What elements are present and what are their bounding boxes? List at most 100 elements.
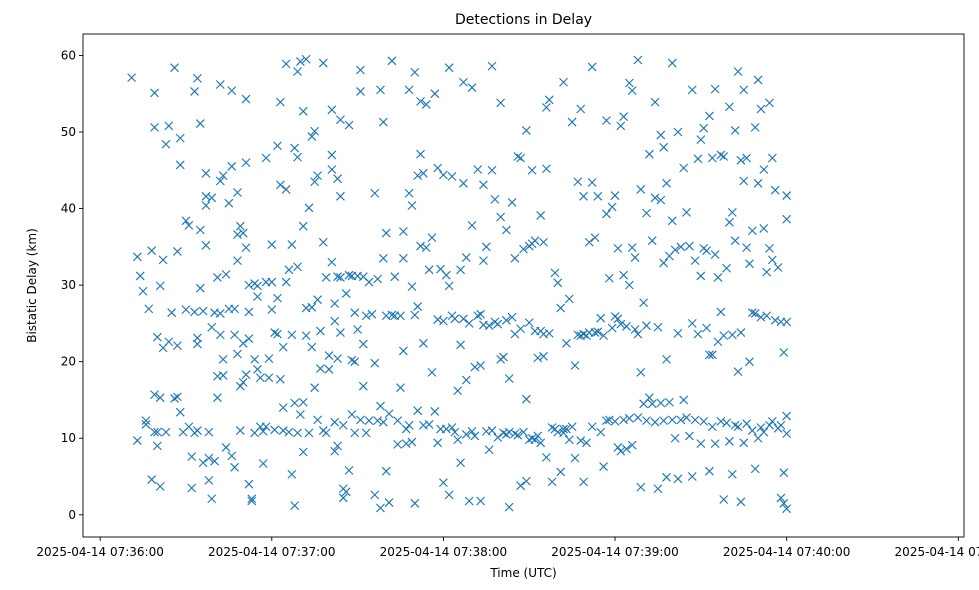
data-point [370,358,380,368]
data-point [367,309,377,319]
data-point [410,310,420,320]
data-point [725,436,734,446]
data-point [739,176,749,186]
data-point [304,203,314,213]
data-point [590,328,600,337]
data-point [127,73,137,83]
data-point [281,185,291,194]
data-point [218,371,228,380]
data-point [258,459,268,468]
data-point [310,383,320,393]
scatter-points [127,54,792,514]
data-point [307,302,317,312]
data-point [461,253,471,262]
data-point [373,274,383,284]
data-point [676,242,686,252]
data-point [358,339,368,349]
data-point [250,354,260,364]
data-point [504,427,514,437]
plot-frame [82,33,965,538]
data-point [642,416,651,426]
data-point [387,310,397,320]
data-point [330,417,340,427]
data-point [639,298,649,308]
data-point [410,498,420,508]
data-point [559,428,568,438]
data-point [673,328,683,338]
data-point [378,253,388,263]
data-point [330,299,340,308]
data-point [682,413,691,422]
data-point [361,428,371,438]
data-point [559,77,568,87]
data-point [132,436,142,445]
data-point [381,228,391,238]
data-point [707,153,717,163]
data-point [736,155,746,165]
data-point [647,399,657,409]
data-point [150,122,159,132]
data-point [233,256,242,266]
data-point [327,150,337,160]
data-point [336,273,345,282]
data-point [473,311,483,321]
data-point [358,381,368,391]
data-point [676,415,686,425]
data-point [484,445,494,455]
data-point [233,188,242,197]
data-point [293,152,302,162]
data-point [684,241,694,251]
data-point [516,481,526,491]
data-point [699,416,709,426]
data-point [275,374,285,384]
data-point [690,256,700,266]
data-point [327,105,337,115]
data-point [184,220,194,230]
data-point [398,253,408,263]
data-point [316,364,325,373]
data-point [610,416,620,426]
data-point [461,430,471,439]
data-point [347,410,357,419]
data-point [287,330,297,340]
data-point [719,152,729,161]
data-point [155,482,165,491]
data-point [167,308,177,318]
data-point [424,420,434,429]
data-point [759,427,769,437]
data-point [144,304,154,314]
data-point [244,307,254,317]
data-point [633,55,643,65]
data-point [290,398,300,408]
data-point [636,367,646,377]
data-point [656,195,666,205]
data-point [710,250,720,259]
data-point [776,420,786,430]
data-point [453,435,463,445]
data-point [364,277,374,287]
data-point [624,78,634,88]
data-point [570,453,580,463]
data-point [604,273,614,283]
data-point [218,171,228,181]
data-point [370,188,380,198]
data-point [161,139,171,149]
data-point [662,472,671,482]
data-point [719,495,729,504]
data-point [782,411,792,421]
data-point [727,330,737,340]
data-point [278,403,288,413]
data-point [499,352,508,362]
data-point [470,362,480,372]
data-point [416,96,425,106]
data-point [616,121,626,131]
data-point [481,242,491,252]
data-point [396,383,405,393]
data-point [407,282,417,292]
data-point [756,423,766,432]
data-point [284,427,294,437]
data-point [493,433,503,442]
data-point [619,415,629,425]
data-point [427,367,437,377]
data-point [221,443,231,452]
